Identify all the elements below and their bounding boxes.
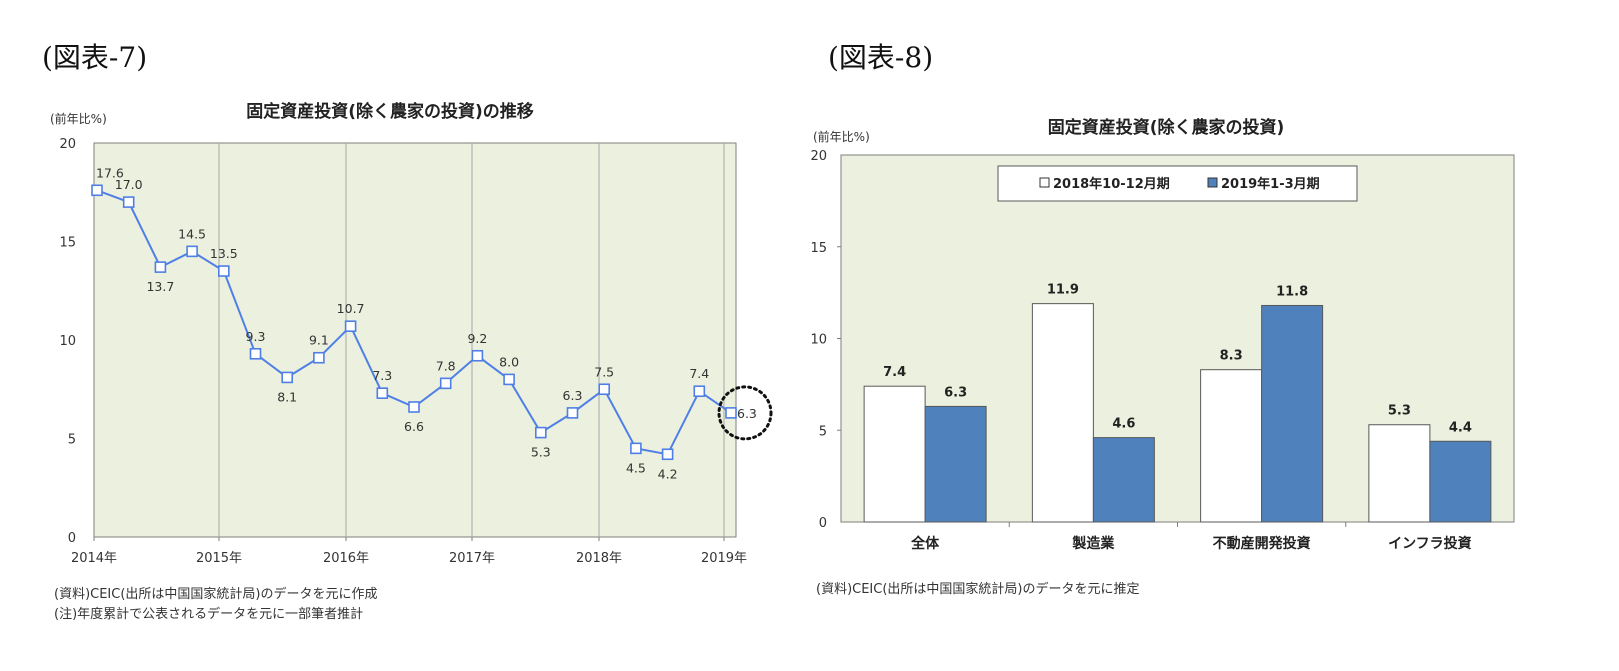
data-point	[598, 383, 611, 396]
data-point	[408, 401, 420, 413]
data-point	[344, 320, 357, 333]
data-point	[630, 442, 642, 455]
data-point	[661, 448, 674, 461]
legend-swatch	[1207, 177, 1218, 188]
data-point	[218, 265, 230, 277]
y-tick-label: 0	[819, 516, 827, 531]
y-tick-label: 15	[810, 241, 827, 256]
bar	[1429, 440, 1492, 523]
data-point	[249, 347, 262, 360]
y-tick-label: 10	[59, 334, 76, 349]
chart-title: 固定資産投資(除く農家の投資)の推移	[246, 101, 534, 122]
data-point	[154, 261, 167, 273]
y-tick-label: 20	[59, 137, 76, 152]
chart-title: 固定資産投資(除く農家の投資)	[1048, 117, 1285, 138]
category-label: 製造業	[1071, 535, 1115, 552]
bar-chart: 固定資産投資(除く農家の投資) (前年比%) 0 5 10 15 20 全体 7.4 6.3 製造業…	[810, 117, 1515, 552]
legend: 2018年10-12月期 2019年1-3月期	[997, 165, 1358, 202]
figure-8-source-note: (資料)CEIC(出所は中国国家統計局)のデータを元に推定	[816, 582, 1140, 597]
data-label: 17.6	[96, 165, 124, 180]
data-point	[534, 426, 547, 439]
y-tick-label: 20	[810, 149, 827, 164]
figure-7-label: (図表-7)	[42, 41, 148, 74]
data-point	[313, 351, 325, 364]
y-axis-label: (前年比%)	[50, 111, 107, 126]
data-point	[725, 407, 737, 419]
y-tick-label: 10	[810, 333, 827, 348]
bar	[1200, 369, 1263, 523]
data-label: 9.1	[309, 333, 329, 348]
data-label: 6.6	[404, 419, 424, 434]
legend-entry: 2019年1-3月期	[1221, 176, 1320, 192]
legend-entry: 2018年10-12月期	[1053, 176, 1170, 192]
data-point	[693, 385, 706, 398]
bar	[1261, 304, 1324, 523]
data-point	[186, 245, 198, 258]
x-tick-label: 2015年	[196, 551, 242, 566]
data-label: 14.5	[178, 226, 206, 241]
legend-swatch	[1039, 177, 1050, 188]
legend-box	[997, 165, 1358, 202]
bar-value-label: 4.6	[1112, 417, 1135, 432]
data-point	[281, 371, 294, 384]
data-label: 5.3	[531, 445, 551, 460]
bar	[924, 405, 987, 523]
data-label: 8.1	[277, 389, 297, 404]
data-label: 17.0	[115, 177, 143, 192]
y-tick-label: 5	[819, 424, 827, 439]
y-tick-label: 15	[59, 236, 76, 251]
data-point	[439, 377, 452, 390]
x-tick-label: 2014年	[71, 551, 117, 566]
y-axis-label: (前年比%)	[813, 129, 870, 144]
data-point	[122, 196, 135, 208]
bar-value-label: 11.9	[1047, 283, 1079, 298]
data-point	[376, 387, 389, 399]
figure-7-estimate-note: (注)年度累計で公表されるデータを元に一部筆者推計	[54, 607, 364, 622]
bar-value-label: 8.3	[1220, 349, 1243, 364]
bar-value-label: 11.8	[1276, 284, 1308, 299]
data-point	[566, 407, 579, 419]
bar-value-label: 7.4	[883, 365, 906, 380]
data-label: 13.7	[146, 279, 174, 294]
bar-value-label: 6.3	[944, 385, 967, 400]
data-label: 7.4	[689, 366, 709, 381]
highlight-circle	[717, 385, 773, 441]
y-tick-label: 5	[68, 433, 76, 448]
line-chart: 固定資産投資(除く農家の投資)の推移 (前年比%) 0 5 10 15 20 2014年 201…	[50, 101, 773, 566]
category-label: 不動産開発投資	[1213, 535, 1311, 552]
data-point	[503, 373, 515, 386]
figure-8-label: (図表-8)	[828, 41, 934, 74]
bar	[1031, 303, 1094, 523]
data-label: 13.5	[210, 246, 238, 261]
bar-value-label: 5.3	[1388, 404, 1411, 419]
plot-area	[93, 142, 737, 538]
data-point	[471, 349, 484, 362]
x-tick-label: 2017年	[449, 551, 495, 566]
category-label: インフラ投資	[1388, 535, 1472, 552]
data-label: 7.3	[372, 368, 392, 383]
data-point	[91, 184, 103, 197]
data-label: 6.3	[737, 406, 757, 421]
data-label: 9.2	[467, 331, 487, 346]
data-label: 4.5	[626, 460, 646, 475]
data-label: 10.7	[337, 301, 365, 316]
x-tick-label: 2019年	[701, 551, 747, 566]
bar	[1092, 437, 1155, 523]
data-label: 8.0	[499, 354, 519, 369]
x-tick-label: 2016年	[323, 551, 369, 566]
data-label: 9.3	[246, 329, 266, 344]
data-label: 7.8	[436, 358, 456, 373]
y-tick-label: 0	[68, 531, 76, 546]
category-label: 全体	[910, 535, 940, 552]
data-label: 6.3	[563, 388, 583, 403]
data-label: 4.2	[658, 466, 678, 481]
figure-7-source-note: (資料)CEIC(出所は中国国家統計局)のデータを元に作成	[54, 587, 378, 602]
data-label: 7.5	[594, 364, 614, 379]
x-tick-label: 2018年	[576, 551, 622, 566]
bar	[1368, 424, 1431, 523]
bar-value-label: 4.4	[1449, 420, 1472, 435]
bar	[863, 385, 926, 523]
